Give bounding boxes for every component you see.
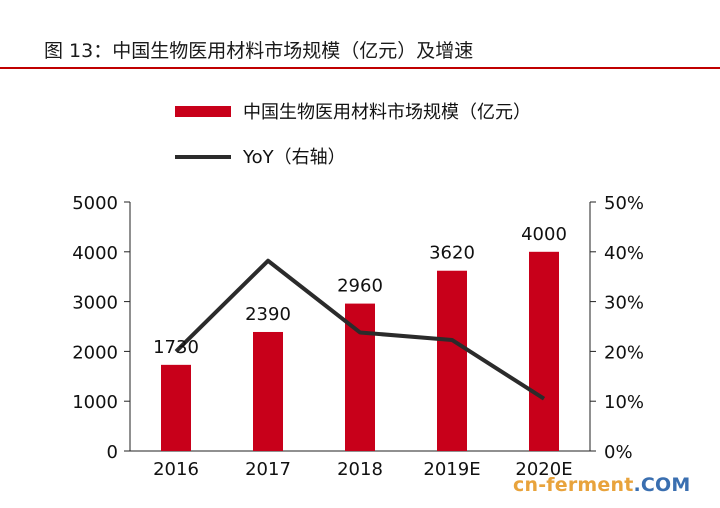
- legend-label-line: YoY（右轴）: [242, 147, 346, 168]
- watermark-text-part1: cn-ferment: [513, 474, 634, 496]
- bar: [437, 270, 467, 451]
- bar: [529, 251, 559, 451]
- y-left-tick-label: 5000: [72, 193, 118, 214]
- y-right-tick-label: 0%: [604, 442, 633, 463]
- y-right-tick-label: 30%: [604, 293, 644, 314]
- y-right-tick-label: 20%: [604, 342, 644, 363]
- bar-data-label: 2960: [337, 276, 383, 297]
- figure-title: 图 13：中国生物医用材料市场规模（亿元）及增速: [44, 40, 474, 62]
- bar: [161, 364, 191, 451]
- y-right-tick-label: 40%: [604, 243, 644, 264]
- title-divider: [0, 67, 720, 69]
- watermark-text-part2: .COM: [633, 474, 691, 496]
- series-line-yoy: [174, 258, 546, 401]
- x-tick-label: 2019E: [423, 459, 480, 480]
- y-left-tick-label: 1000: [72, 392, 118, 413]
- x-tick-label: 2020E: [515, 459, 572, 480]
- y-left-tick-label: 4000: [72, 243, 118, 264]
- y-left-tick-label: 0: [107, 442, 118, 463]
- x-tick-label: 2016: [153, 459, 199, 480]
- y-left-tick-label: 2000: [72, 342, 118, 363]
- bar-data-label: 2390: [245, 304, 291, 325]
- bar-data-label: 3620: [429, 243, 475, 264]
- y-left-tick-label: 3000: [72, 293, 118, 314]
- legend-swatch-bar: [175, 106, 231, 117]
- watermark: cn-ferment.COM: [513, 474, 691, 496]
- y-right-tick-label: 50%: [604, 193, 644, 214]
- bar-data-label: 1730: [153, 337, 199, 358]
- bar-data-label: 4000: [521, 224, 567, 245]
- bar: [253, 331, 283, 451]
- x-tick-label: 2018: [337, 459, 383, 480]
- x-tick-label: 2017: [245, 459, 291, 480]
- y-right-tick-label: 10%: [604, 392, 644, 413]
- bar: [345, 303, 375, 451]
- legend-label-bar: 中国生物医用材料市场规模（亿元）: [243, 102, 531, 123]
